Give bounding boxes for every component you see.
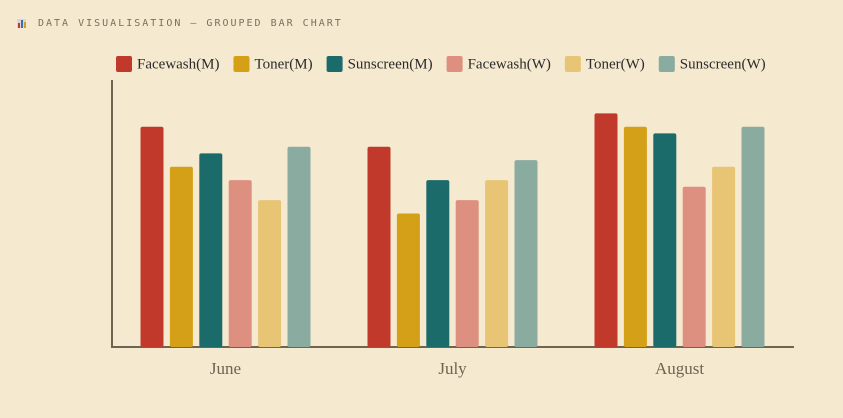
legend-label: Sunscreen(M)	[348, 56, 433, 72]
legend-label: Toner(M)	[254, 56, 312, 72]
legend-swatch	[116, 56, 132, 72]
x-tick-label: July	[438, 359, 467, 378]
header-icon	[17, 19, 26, 28]
bar	[485, 180, 509, 347]
bar	[653, 133, 677, 347]
bar	[367, 146, 391, 347]
legend-label: Facewash(W)	[468, 56, 551, 72]
legend-swatch	[326, 56, 343, 72]
x-tick-label: August	[655, 359, 704, 378]
bar	[594, 113, 618, 347]
legend-label: Toner(W)	[586, 56, 645, 72]
x-tick-label: June	[210, 359, 241, 378]
legend-swatch	[658, 56, 675, 72]
bar	[426, 180, 450, 347]
legend-swatch	[233, 56, 250, 72]
bar	[712, 166, 736, 347]
bar	[199, 153, 223, 347]
legend-label: Facewash(M)	[137, 56, 219, 72]
bar	[455, 200, 479, 347]
bar	[169, 166, 193, 347]
legend-swatch	[446, 56, 463, 72]
bar	[396, 213, 420, 347]
bar	[623, 126, 647, 347]
legend-label: Sunscreen(W)	[680, 56, 766, 72]
bar	[140, 126, 164, 347]
bar	[228, 180, 252, 347]
bar	[258, 200, 282, 347]
chart-title: DATA VISUALISATION — GROUPED BAR CHART	[38, 18, 343, 29]
bar	[514, 160, 538, 347]
bar	[682, 186, 706, 347]
bar	[287, 146, 311, 347]
legend-swatch	[564, 56, 581, 72]
bar	[741, 126, 765, 347]
